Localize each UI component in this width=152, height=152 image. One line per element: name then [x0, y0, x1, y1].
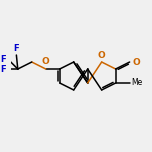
Text: O: O	[41, 57, 49, 66]
Text: F: F	[1, 55, 6, 64]
Text: F: F	[1, 64, 6, 74]
Text: Me: Me	[131, 78, 143, 88]
Text: O: O	[132, 57, 140, 67]
Text: O: O	[98, 50, 105, 59]
Text: F: F	[14, 44, 19, 53]
